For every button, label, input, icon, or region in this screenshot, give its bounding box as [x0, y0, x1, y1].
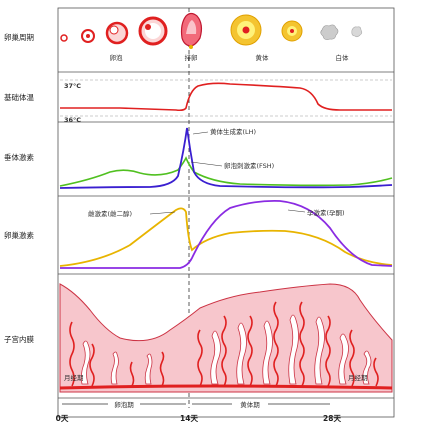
row-label-ovary: 卵巢周期: [4, 32, 34, 42]
phase-label-menses-start: 月经期: [64, 373, 84, 382]
stage-label-corpus-albicans: 白体: [336, 53, 350, 62]
day-tick-14: 14天: [180, 414, 198, 423]
temp-high-label: 37°C: [64, 82, 81, 90]
row-label-ovarian: 卵巢激素: [4, 230, 34, 240]
ovary-stage-follicles: [60, 16, 168, 46]
progesterone-curve: [60, 199, 393, 269]
estrogen-leader-line: [149, 211, 176, 215]
day-tick-28: 28天: [323, 414, 341, 423]
estrogen-curve: [59, 207, 393, 267]
stage-label-corpus-luteum: 黄体: [256, 53, 270, 62]
fsh-label: 卵泡刺激素(FSH): [224, 161, 274, 170]
uterine-glands: [80, 314, 372, 385]
stage-label-ovulation: 排卵: [185, 53, 198, 62]
lh-curve: [59, 127, 393, 189]
endometrium-illustration: [59, 283, 393, 393]
phase-label-follicular: 卵泡期: [114, 400, 134, 409]
day-tick-0: 0天: [56, 414, 69, 423]
temp-low-label: 36°C: [64, 116, 81, 124]
phase-label-luteal: 黄体期: [240, 400, 260, 409]
estrogen-label: 雌激素(雌二醇): [88, 209, 132, 218]
lh-leader-line: [192, 131, 209, 135]
progesterone-leader-line: [287, 209, 306, 213]
follicle-stage-1-icon: [60, 34, 68, 42]
row-label-bbt: 基础体温: [4, 92, 34, 102]
endometrium-tissue: [59, 283, 393, 393]
fsh-curve: [59, 156, 393, 187]
row-label-endometrium: 子宫内膜: [4, 334, 34, 344]
ovulation-follicle-icon: [180, 12, 203, 49]
stage-label-follicle: 卵泡: [110, 53, 124, 62]
diagram-frame: [57, 7, 395, 418]
lh-label: 黄体生成素(LH): [210, 127, 256, 136]
bbt-curve: [60, 82, 392, 112]
uterine-base-layer: [59, 384, 393, 390]
spiral-arteries: [69, 301, 379, 387]
progesterone-label: 孕激素(孕酮): [307, 208, 345, 217]
phase-label-menses-end: 月经期: [348, 373, 368, 382]
fsh-leader-line: [190, 161, 223, 167]
row-label-pituitary: 垂体激素: [4, 152, 34, 162]
corpus-luteum-icon: [230, 14, 303, 46]
corpus-albicans-icon: [320, 24, 363, 40]
